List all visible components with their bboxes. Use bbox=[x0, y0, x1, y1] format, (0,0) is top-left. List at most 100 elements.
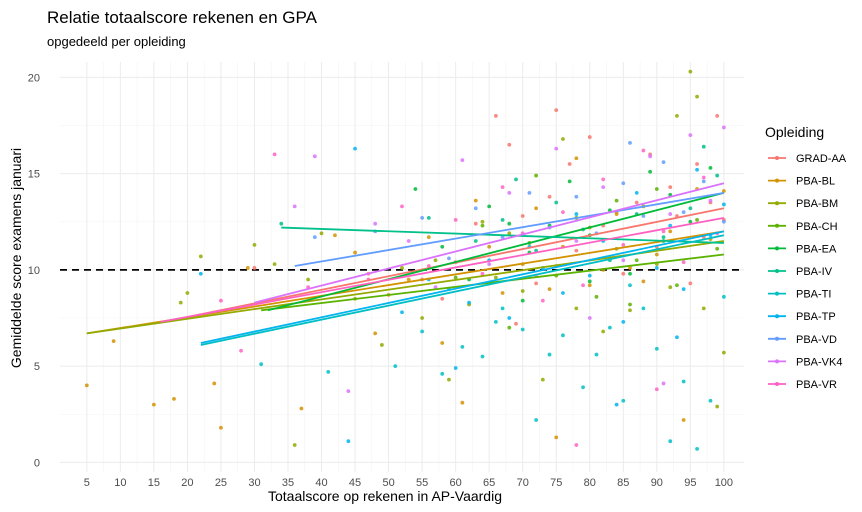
point-pba-tp bbox=[453, 366, 458, 370]
x-tick-label: 80 bbox=[584, 477, 596, 489]
trend-lines bbox=[86, 182, 725, 346]
point-pba-bm bbox=[185, 291, 190, 295]
point-pba-vd bbox=[621, 181, 626, 186]
point-pba-vk4 bbox=[346, 389, 351, 394]
point-pba-tp bbox=[346, 439, 351, 444]
point-pba-bm bbox=[688, 69, 693, 74]
point-pba-bm bbox=[272, 262, 277, 267]
point-pba-bl bbox=[574, 156, 579, 161]
point-pba-bl bbox=[681, 418, 686, 422]
point-pba-ea bbox=[507, 221, 512, 226]
point-pba-bm bbox=[420, 316, 425, 320]
point-pba-bl bbox=[628, 266, 632, 270]
y-axis-ticks: 0 5 10 15 20 bbox=[28, 72, 40, 469]
x-tick-label: 5 bbox=[84, 477, 90, 489]
point-grad-aa bbox=[440, 296, 445, 301]
point-pba-vd bbox=[721, 219, 726, 224]
point-pba-bm bbox=[292, 443, 297, 447]
trend-line-pba-tp bbox=[200, 230, 725, 344]
point-pba-bm bbox=[480, 219, 485, 224]
x-tick-label: 10 bbox=[114, 477, 126, 489]
x-axis-ticks: 5 10 15 20 25 30 35 40 45 50 55 60 65 70 75 80 85 90 95 100 bbox=[84, 477, 733, 489]
point-pba-ti bbox=[581, 385, 585, 390]
point-pba-tp bbox=[587, 273, 592, 278]
point-grad-aa bbox=[621, 271, 626, 276]
point-grad-aa bbox=[634, 200, 639, 205]
point-pba-ti bbox=[493, 319, 498, 324]
legend-label-pba-vd: PBA-VD bbox=[796, 334, 837, 346]
x-tick-label: 40 bbox=[315, 477, 327, 489]
point-pba-ea bbox=[567, 179, 572, 184]
trend-line-pba-ea bbox=[267, 192, 725, 312]
legend-label-grad-aa: GRAD-AA bbox=[796, 153, 847, 165]
point-pba-tp bbox=[634, 190, 639, 195]
point-pba-vr bbox=[500, 185, 505, 190]
point-pba-vk4 bbox=[721, 125, 726, 130]
point-pba-vk4 bbox=[507, 190, 512, 195]
trend-line-pba-ti bbox=[200, 234, 725, 346]
point-pba-bm bbox=[507, 231, 512, 236]
point-pba-vk4 bbox=[668, 212, 673, 216]
point-pba-ch bbox=[628, 302, 632, 307]
point-pba-ti bbox=[721, 294, 726, 299]
point-pba-bl bbox=[473, 198, 478, 203]
legend-key-point bbox=[775, 223, 779, 228]
point-pba-vr bbox=[239, 348, 243, 353]
point-pba-vd bbox=[500, 235, 505, 240]
point-pba-bl bbox=[668, 229, 673, 234]
legend: GRAD-AA PBA-BL PBA-BM PBA-CH PBA-EA PBA-IV PBA… bbox=[768, 153, 847, 391]
point-pba-tp bbox=[614, 402, 619, 407]
point-grad-aa bbox=[473, 221, 478, 226]
x-tick-label: 60 bbox=[450, 477, 462, 489]
point-pba-ea bbox=[520, 298, 525, 303]
point-pba-ti bbox=[520, 327, 525, 332]
trend-line-pba-bm bbox=[86, 240, 725, 335]
point-pba-bl bbox=[111, 339, 116, 344]
x-tick-label: 55 bbox=[416, 477, 428, 489]
point-grad-aa bbox=[520, 214, 525, 218]
point-pba-tp bbox=[507, 316, 512, 320]
point-pba-ti bbox=[561, 333, 565, 338]
point-pba-tp bbox=[681, 287, 686, 292]
chart-title: Relatie totaalscore rekenen en GPA bbox=[47, 8, 318, 27]
legend-label-pba-iv: PBA-IV bbox=[796, 266, 833, 278]
point-grad-aa bbox=[715, 113, 720, 118]
point-pba-bl bbox=[172, 396, 176, 401]
point-pba-bl bbox=[554, 435, 559, 440]
point-pba-bm bbox=[493, 275, 498, 280]
point-pba-vd bbox=[701, 179, 706, 184]
point-pba-vd bbox=[420, 216, 425, 220]
point-pba-bl bbox=[426, 235, 431, 240]
x-tick-label: 95 bbox=[684, 477, 696, 489]
legend-label-pba-vk4: PBA-VK4 bbox=[796, 356, 842, 368]
point-pba-ti bbox=[326, 370, 331, 374]
point-pba-vr bbox=[540, 298, 545, 303]
point-pba-ti bbox=[654, 346, 659, 351]
point-pba-ch bbox=[507, 325, 512, 330]
point-pba-vk4 bbox=[688, 133, 693, 138]
point-pba-vd bbox=[473, 206, 478, 211]
point-pba-vr bbox=[272, 152, 277, 157]
point-pba-tp bbox=[561, 291, 565, 295]
legend-key-point bbox=[775, 178, 779, 183]
point-pba-ti bbox=[547, 352, 552, 357]
point-pba-ti bbox=[628, 283, 632, 288]
point-pba-vk4 bbox=[708, 198, 713, 203]
point-pba-bm bbox=[668, 285, 673, 290]
point-pba-ch bbox=[634, 258, 639, 263]
point-pba-ch bbox=[614, 198, 619, 203]
y-tick-label: 15 bbox=[28, 169, 40, 181]
point-pba-vk4 bbox=[648, 154, 653, 159]
point-pba-bm bbox=[306, 277, 311, 282]
legend-label-pba-bl: PBA-BL bbox=[796, 176, 835, 188]
legend-label-pba-ch: PBA-CH bbox=[796, 221, 838, 233]
point-pba-bl bbox=[654, 252, 659, 257]
point-pba-bm bbox=[721, 350, 726, 355]
point-grad-aa bbox=[695, 162, 699, 166]
point-pba-ea bbox=[440, 244, 445, 249]
legend-key-point bbox=[775, 201, 779, 206]
x-tick-label: 25 bbox=[215, 477, 227, 489]
point-pba-ch bbox=[534, 173, 539, 178]
x-tick-label: 35 bbox=[282, 477, 294, 489]
